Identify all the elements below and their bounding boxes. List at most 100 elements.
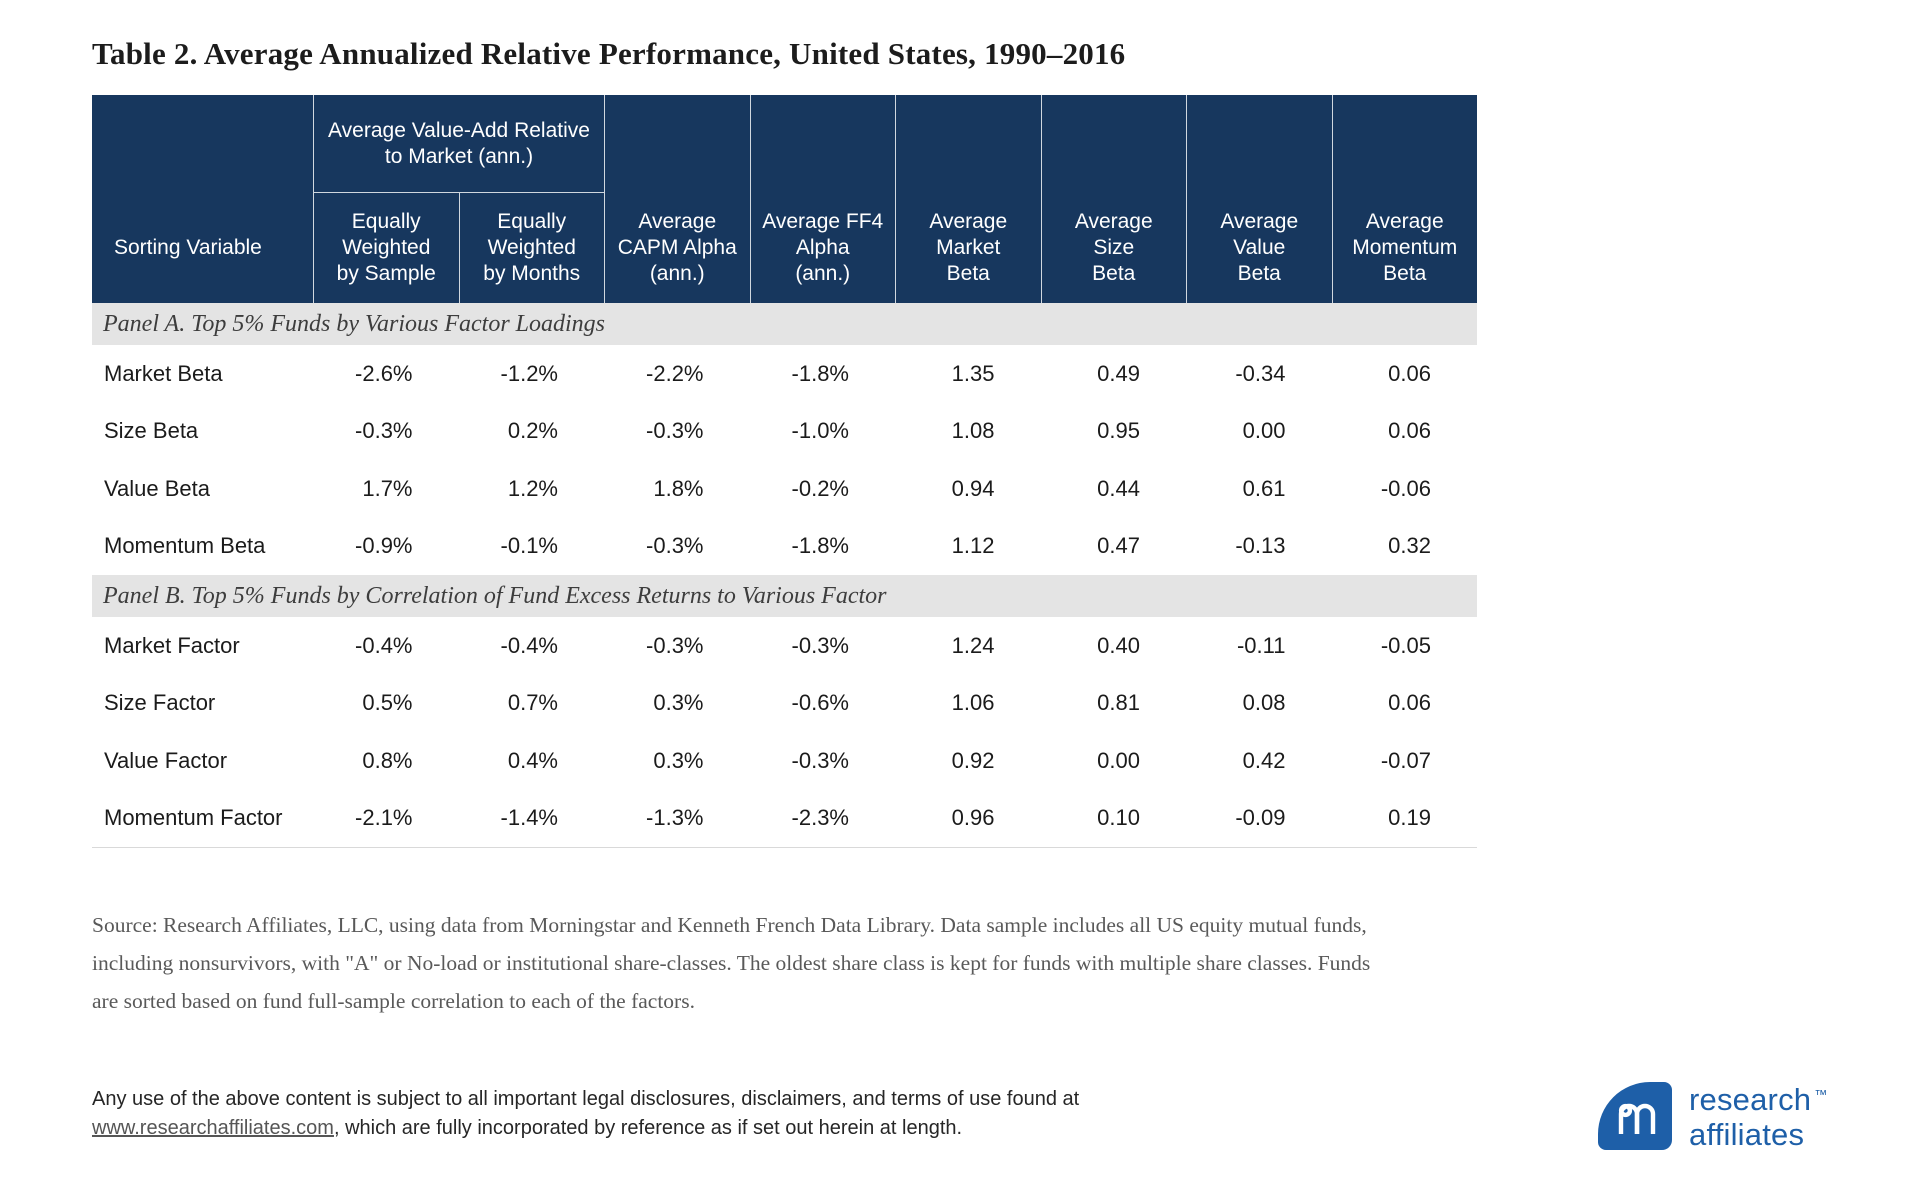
panel-b-band: Panel B. Top 5% Funds by Correlation of … (92, 575, 1477, 617)
cell-value: 1.35 (951, 360, 995, 386)
table-row: Market Factor -0.4% -0.4% -0.3% -0.3% 1.… (92, 617, 1477, 675)
page-title: Table 2. Average Annualized Relative Per… (92, 36, 1126, 71)
cell-value: -0.3% (646, 632, 704, 658)
table-row: Value Beta 1.7% 1.2% 1.8% -0.2% 0.94 0.4… (92, 460, 1477, 518)
cell-value: 0.95 (1097, 418, 1140, 444)
research-affiliates-wordmark: research ™ affiliates (1689, 1082, 1828, 1152)
cell-value: -0.3% (355, 418, 413, 444)
cell-value: 0.06 (1388, 360, 1431, 386)
cell-value: 0.96 (951, 805, 995, 831)
legal-link[interactable]: www.researchaffiliates.com (92, 1117, 334, 1139)
source-note: Source: Research Affiliates, LLC, using … (92, 913, 1371, 1013)
column-header-value-beta: Average Value Beta (1186, 95, 1332, 303)
cell-value: 0.06 (1388, 690, 1431, 716)
cell-value: -0.3% (791, 632, 849, 658)
column-header-equally-weighted-months: Equally Weighted by Months (458, 193, 605, 303)
cell-value: 0.3% (653, 747, 704, 773)
cell-value: 0.08 (1242, 690, 1286, 716)
cell-value: 1.7% (362, 475, 413, 501)
ra-monogram-icon (1618, 1103, 1656, 1134)
research-affiliates-logo-mark (1598, 1082, 1672, 1150)
panel-a-band: Panel A. Top 5% Funds by Various Factor … (92, 303, 1477, 345)
table-row: Size Beta -0.3% 0.2% -0.3% -1.0% 1.08 0.… (92, 402, 1477, 460)
cell-value: -0.4% (500, 632, 558, 658)
cell-value: 0.61 (1242, 475, 1286, 501)
table-row: Market Beta -2.6% -1.2% -2.2% -1.8% 1.35… (92, 345, 1477, 403)
cell-value: -1.8% (791, 533, 849, 559)
cell-value: 0.32 (1388, 533, 1431, 559)
cell-value: -0.34 (1235, 360, 1286, 386)
legal-disclaimer: Any use of the above content is subject … (92, 1085, 1182, 1143)
trademark-symbol: ™ (1814, 1087, 1828, 1102)
cell-value: 0.3% (653, 690, 704, 716)
row-label: Momentum Factor (104, 805, 283, 831)
cell-value: 0.49 (1097, 360, 1140, 386)
cell-value: 1.24 (951, 632, 995, 658)
cell-value: -0.4% (355, 632, 413, 658)
cell-value: -0.3% (791, 747, 849, 773)
wordmark-line2: affiliates (1689, 1117, 1805, 1152)
row-label: Momentum Beta (104, 533, 266, 559)
cell-value: -1.3% (646, 805, 704, 831)
column-header-momentum-beta: Average Momentum Beta (1331, 95, 1478, 303)
column-group-header-value-add: Average Value-Add Relative to Market (an… (313, 95, 604, 193)
row-label: Value Beta (104, 475, 211, 501)
column-header-sorting-variable: Sorting Variable (114, 236, 262, 259)
cell-value: -2.1% (355, 805, 413, 831)
cell-value: -0.13 (1235, 533, 1286, 559)
cell-value: -0.07 (1380, 747, 1431, 773)
legal-text-before: Any use of the above content is subject … (92, 1088, 1080, 1110)
cell-value: -0.3% (646, 533, 704, 559)
cell-value: 0.44 (1097, 475, 1140, 501)
cell-value: 0.94 (951, 475, 995, 501)
table-row: Value Factor 0.8% 0.4% 0.3% -0.3% 0.92 0… (92, 732, 1477, 790)
cell-value: -0.3% (646, 418, 704, 444)
cell-value: 0.2% (507, 418, 558, 444)
performance-table: Sorting Variable Average Value-Add Relat… (92, 95, 1477, 848)
cell-value: 1.12 (951, 533, 995, 559)
cell-value: -0.9% (355, 533, 413, 559)
cell-value: -0.6% (791, 690, 849, 716)
cell-value: 0.81 (1097, 690, 1140, 716)
column-header-equally-weighted-sample: Equally Weighted by Sample (313, 193, 459, 303)
wordmark-research: research (1689, 1082, 1812, 1117)
column-header-capm-alpha: Average CAPM Alpha (ann.) (604, 95, 750, 303)
cell-value: 0.42 (1242, 747, 1286, 773)
cell-value: 0.7% (507, 690, 558, 716)
cell-value: -1.8% (791, 360, 849, 386)
cell-value: -2.6% (355, 360, 413, 386)
cell-value: -2.2% (646, 360, 704, 386)
row-label: Market Beta (104, 360, 223, 386)
cell-value: -1.4% (500, 805, 558, 831)
cell-value: -0.2% (791, 475, 849, 501)
cell-value: 0.5% (362, 690, 413, 716)
column-header-size-beta: Average Size Beta (1040, 95, 1187, 303)
row-label: Size Factor (104, 690, 216, 716)
column-header-market-beta: Average Market Beta (895, 95, 1041, 303)
row-label: Market Factor (104, 632, 240, 658)
cell-value: -0.06 (1380, 475, 1431, 501)
cell-value: 0.4% (507, 747, 558, 773)
wordmark-line1: research ™ (1689, 1082, 1828, 1120)
cell-value: -0.05 (1380, 632, 1431, 658)
row-label: Value Factor (104, 747, 228, 773)
table-row: Momentum Factor -2.1% -1.4% -1.3% -2.3% … (92, 789, 1477, 847)
cell-value: 0.10 (1097, 805, 1140, 831)
column-header-ff4-alpha: Average FF4 Alpha (ann.) (749, 95, 896, 303)
cell-value: 0.8% (362, 747, 413, 773)
cell-value: -1.2% (500, 360, 558, 386)
cell-value: 0.06 (1388, 418, 1431, 444)
cell-value: -0.11 (1236, 632, 1286, 658)
table-row: Size Factor 0.5% 0.7% 0.3% -0.6% 1.06 0.… (92, 674, 1477, 732)
cell-value: 0.40 (1097, 632, 1140, 658)
legal-text-after: , which are fully incorporated by refere… (333, 1117, 963, 1139)
table-header: Sorting Variable Average Value-Add Relat… (92, 95, 1477, 303)
cell-value: 1.2% (507, 475, 558, 501)
cell-value: 1.06 (951, 690, 995, 716)
cell-value: 0.19 (1388, 805, 1431, 831)
cell-value: 0.47 (1097, 533, 1140, 559)
cell-value: -0.09 (1235, 805, 1286, 831)
table-row: Momentum Beta -0.9% -0.1% -0.3% -1.8% 1.… (92, 517, 1477, 575)
cell-value: 0.92 (951, 747, 995, 773)
